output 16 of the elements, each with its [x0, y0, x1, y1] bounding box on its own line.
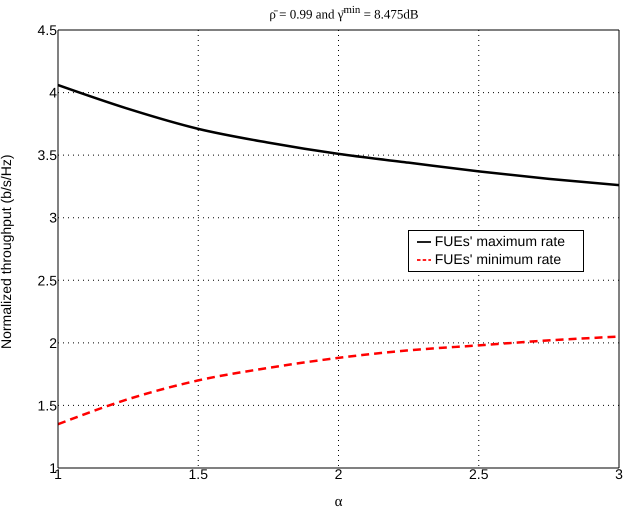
y-tick-label: 1.5 — [38, 397, 58, 414]
y-tick-label: 2 — [49, 334, 58, 351]
legend-label: FUEs' minimum rate — [434, 251, 562, 267]
y-tick-label: 2.5 — [38, 272, 58, 288]
x-axis-title: α — [334, 494, 343, 508]
y-axis-title: Normalized throughput (b/s/Hz) — [0, 154, 14, 349]
y-tick-label: 3 — [49, 210, 58, 226]
x-tick-label: 1.5 — [188, 466, 208, 482]
chart-title: ρ̄ = 0.99 and γ̄$^{min}$ = 8.475dB — [268, 4, 420, 22]
y-tick-label: 4 — [49, 84, 58, 101]
y-tick-label: 3.5 — [38, 147, 58, 164]
legend-label: FUEs' maximum rate — [434, 233, 565, 249]
x-tick-label: 3 — [615, 466, 624, 482]
x-tick-label: 2 — [334, 466, 343, 482]
y-tick-label: 4.5 — [38, 22, 58, 38]
x-tick-label: 2.5 — [469, 466, 489, 482]
